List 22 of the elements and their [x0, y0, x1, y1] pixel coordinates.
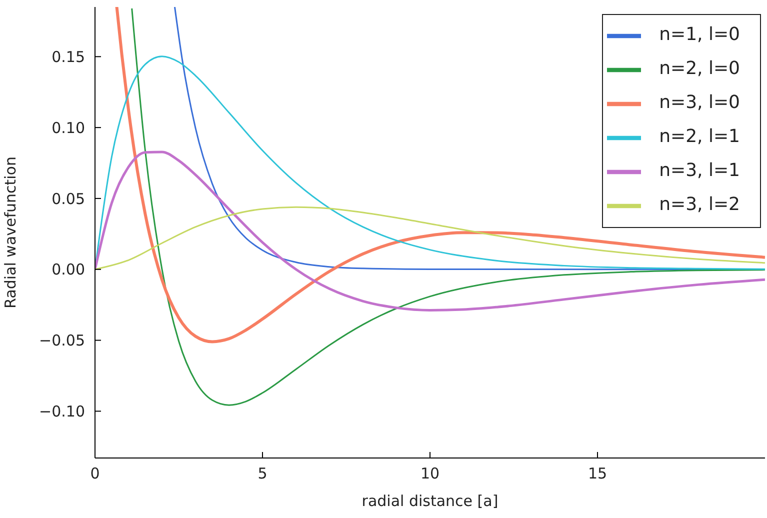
- legend-label: n=3, l=2: [659, 194, 740, 216]
- y-tick-label: −0.05: [39, 332, 85, 350]
- y-tick-label: 0.00: [52, 260, 85, 279]
- line-series: [115, 7, 765, 344]
- y-tick-label: 0.15: [52, 48, 85, 66]
- legend-label: n=1, l=0: [659, 24, 740, 46]
- x-axis-title: radial distance [a]: [362, 492, 498, 510]
- line-series: [131, 8, 765, 406]
- x-tick-label: 10: [420, 464, 440, 483]
- y-tick-label: −0.10: [39, 402, 85, 421]
- x-tick-label: 5: [258, 464, 268, 483]
- legend-label: n=2, l=1: [659, 126, 740, 148]
- line-series: [95, 150, 765, 312]
- legend-label: n=2, l=0: [659, 58, 740, 80]
- y-axis-title: Radial wavefunction: [1, 156, 20, 308]
- legend-label: n=3, l=1: [659, 160, 740, 182]
- y-tick-label: 0.05: [52, 190, 85, 208]
- x-tick-label: 15: [588, 464, 608, 483]
- x-tick-label: 0: [90, 464, 100, 483]
- y-tick-label: 0.10: [52, 118, 85, 137]
- line-series: [95, 56, 765, 270]
- legend-label: n=3, l=0: [659, 92, 740, 114]
